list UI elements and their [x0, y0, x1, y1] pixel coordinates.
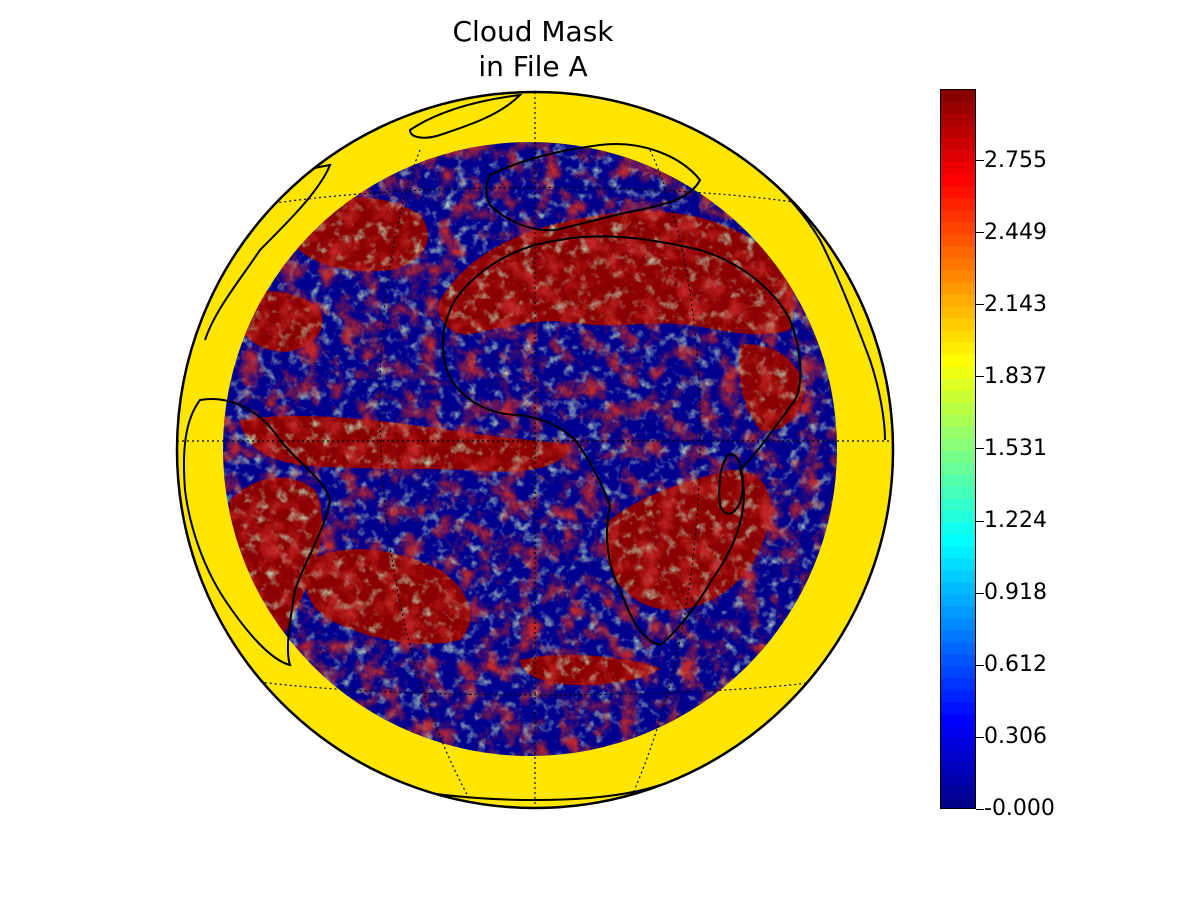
colorbar-band — [941, 138, 975, 151]
colorbar-band — [941, 378, 975, 391]
colorbar-band — [941, 630, 975, 643]
colorbar-band — [941, 102, 975, 115]
colorbar-band — [941, 150, 975, 163]
coastline-greenland — [408, 93, 523, 139]
colorbar-band — [941, 582, 975, 595]
colorbar-band — [941, 558, 975, 571]
colorbar-band — [941, 738, 975, 751]
colorbar-band — [941, 282, 975, 295]
colorbar-band — [941, 318, 975, 331]
colorbar-band — [941, 618, 975, 631]
colorbar-band — [941, 210, 975, 223]
colorbar-band — [941, 534, 975, 547]
colorbar-band — [941, 294, 975, 307]
colorbar-band — [941, 270, 975, 283]
colorbar-band — [941, 246, 975, 259]
colorbar-band — [941, 342, 975, 355]
colorbar-band — [941, 354, 975, 367]
colorbar-band — [941, 186, 975, 199]
colorbar-band — [941, 366, 975, 379]
colorbar-band — [941, 498, 975, 511]
colorbar-band — [941, 726, 975, 739]
title-line-2: in File A — [478, 50, 588, 83]
colorbar-band — [941, 414, 975, 427]
colorbar-band — [941, 546, 975, 559]
colorbar-band — [941, 714, 975, 727]
colorbar-band — [941, 522, 975, 535]
colorbar-band — [941, 330, 975, 343]
colorbar-band — [941, 606, 975, 619]
colorbar-band — [941, 306, 975, 319]
colorbar-band — [941, 690, 975, 703]
colorbar-band — [941, 678, 975, 691]
colorbar-band — [941, 426, 975, 439]
colorbar-band — [941, 642, 975, 655]
colorbar-band — [941, 654, 975, 667]
colorbar-band — [941, 798, 975, 808]
colorbar-band — [941, 570, 975, 583]
colorbar — [940, 89, 976, 809]
colorbar-band — [941, 90, 975, 103]
colorbar-band — [941, 234, 975, 247]
colorbar-band — [941, 486, 975, 499]
cloud-mask-disk — [223, 142, 837, 756]
colorbar-band — [941, 474, 975, 487]
graticule — [177, 92, 893, 808]
coastline-south-america — [182, 398, 332, 667]
colorbar-band — [941, 702, 975, 715]
coastline-madagascar — [718, 453, 744, 515]
colorbar-band — [941, 450, 975, 463]
colorbar-band — [941, 750, 975, 763]
colorbar-band — [941, 402, 975, 415]
colorbar-band — [941, 786, 975, 799]
colorbar-band — [941, 162, 975, 175]
coastline-europe — [485, 143, 702, 232]
colorbar-band — [941, 126, 975, 139]
colorbar-band — [941, 510, 975, 523]
colorbar-band — [941, 666, 975, 679]
colorbar-band — [941, 114, 975, 127]
colorbar-band — [941, 462, 975, 475]
colorbar-band — [941, 762, 975, 775]
colorbar-gradient — [941, 90, 975, 808]
colorbar-band — [941, 174, 975, 187]
title-line-1: Cloud Mask — [452, 15, 614, 48]
colorbar-band — [941, 594, 975, 607]
colorbar-band — [941, 258, 975, 271]
colorbar-band — [941, 774, 975, 787]
coastline-africa — [442, 235, 802, 647]
colorbar-band — [941, 198, 975, 211]
colorbar-band — [941, 438, 975, 451]
map-title: Cloud Mask in File A — [453, 14, 614, 84]
colorbar-band — [941, 390, 975, 403]
colorbar-band — [941, 222, 975, 235]
globe-outline — [175, 90, 895, 810]
